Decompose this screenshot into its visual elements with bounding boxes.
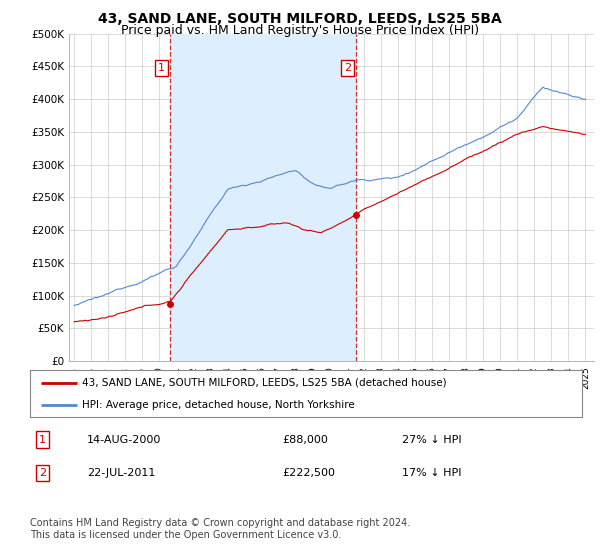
Text: 2: 2 (344, 63, 351, 73)
Bar (170, 34, 356, 361)
Text: HPI: Average price, detached house, North Yorkshire: HPI: Average price, detached house, Nort… (82, 400, 355, 410)
Text: 43, SAND LANE, SOUTH MILFORD, LEEDS, LS25 5BA: 43, SAND LANE, SOUTH MILFORD, LEEDS, LS2… (98, 12, 502, 26)
Text: 43, SAND LANE, SOUTH MILFORD, LEEDS, LS25 5BA (detached house): 43, SAND LANE, SOUTH MILFORD, LEEDS, LS2… (82, 378, 447, 388)
Text: 14-AUG-2000: 14-AUG-2000 (87, 435, 161, 445)
Text: 22-JUL-2011: 22-JUL-2011 (87, 468, 155, 478)
Text: Price paid vs. HM Land Registry's House Price Index (HPI): Price paid vs. HM Land Registry's House … (121, 24, 479, 36)
Text: 17% ↓ HPI: 17% ↓ HPI (402, 468, 461, 478)
Text: 1: 1 (39, 435, 46, 445)
Text: 1: 1 (158, 63, 165, 73)
Text: £222,500: £222,500 (282, 468, 335, 478)
Point (165, 299, 175, 308)
Point (351, 211, 361, 220)
Text: 27% ↓ HPI: 27% ↓ HPI (402, 435, 461, 445)
Text: £88,000: £88,000 (282, 435, 328, 445)
Text: Contains HM Land Registry data © Crown copyright and database right 2024.
This d: Contains HM Land Registry data © Crown c… (30, 518, 410, 540)
Text: 2: 2 (39, 468, 46, 478)
